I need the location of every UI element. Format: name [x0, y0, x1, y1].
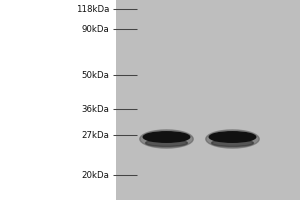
Bar: [116, 0, 300, 200]
Text: 50kDa: 50kDa: [82, 71, 110, 79]
Ellipse shape: [140, 130, 193, 148]
Ellipse shape: [206, 130, 259, 148]
Text: 118kDa: 118kDa: [76, 4, 110, 14]
Text: 90kDa: 90kDa: [82, 24, 110, 33]
Ellipse shape: [212, 140, 254, 146]
Ellipse shape: [209, 132, 256, 142]
Text: 20kDa: 20kDa: [82, 170, 110, 180]
Ellipse shape: [143, 132, 190, 142]
Ellipse shape: [146, 140, 188, 146]
Text: 27kDa: 27kDa: [82, 130, 110, 140]
Text: 36kDa: 36kDa: [82, 104, 110, 114]
